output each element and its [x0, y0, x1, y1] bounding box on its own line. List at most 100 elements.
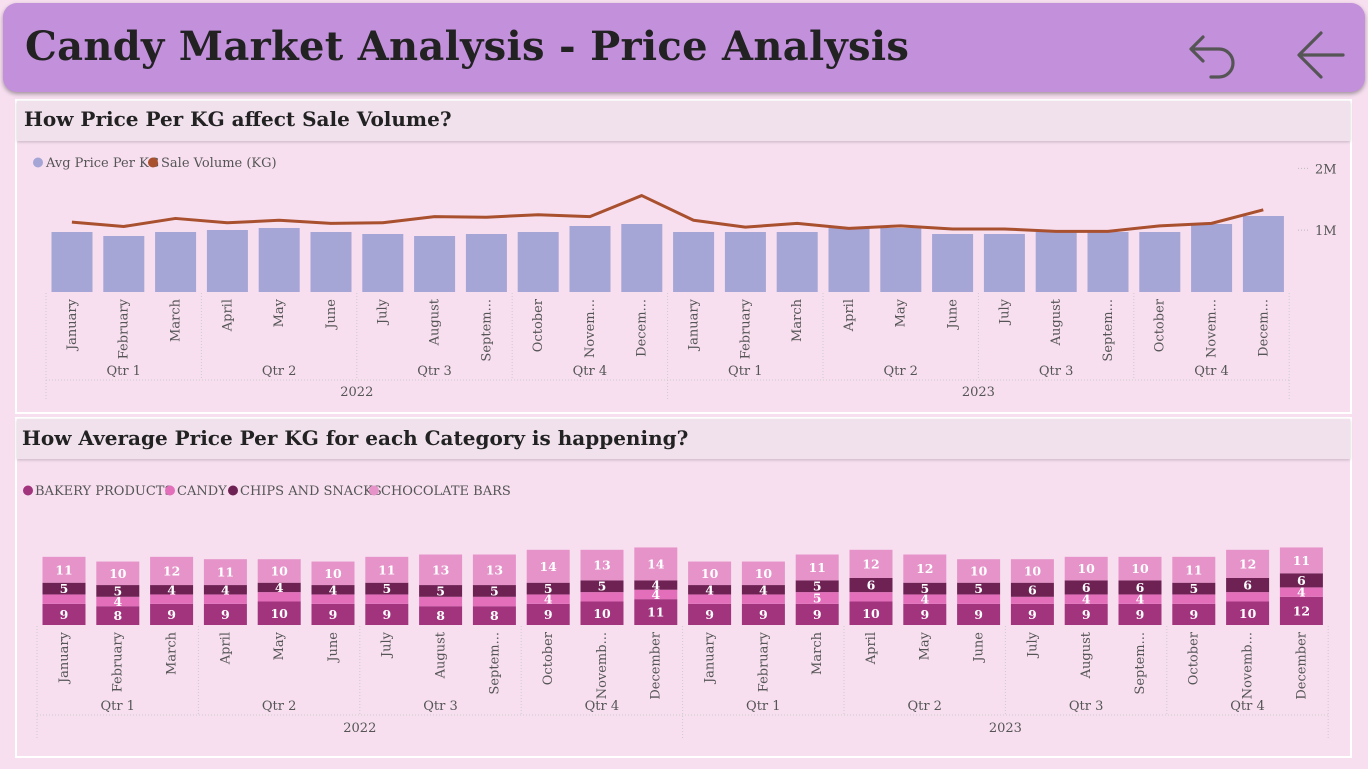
- price-bar: [983, 234, 1025, 292]
- category-bar-segment: [311, 603, 355, 625]
- segment-value-label: 10: [1024, 563, 1042, 578]
- page-header: Candy Market Analysis - Price Analysis: [3, 3, 1365, 92]
- category-bar-segment: [1010, 603, 1054, 625]
- month-tick-label: October: [1187, 631, 1202, 685]
- quarter-label: Qtr 4: [585, 699, 620, 714]
- segment-value-label: 4: [705, 582, 714, 597]
- month-tick-label: December: [1294, 631, 1309, 699]
- month-tick-label: June: [324, 299, 339, 331]
- month-tick-label: January: [687, 298, 702, 352]
- month-tick-label: Novemb...: [1241, 632, 1256, 699]
- month-tick-label: August: [434, 631, 449, 679]
- month-tick-label: August: [1079, 631, 1094, 679]
- category-bar-segment: [580, 592, 624, 602]
- month-tick-label: May: [272, 631, 287, 660]
- month-tick-label: July: [997, 298, 1012, 326]
- month-tick-label: Septem...: [487, 632, 502, 695]
- price-bar: [673, 232, 715, 292]
- month-tick-label: July: [380, 631, 395, 659]
- segment-value-label: 12: [1239, 556, 1256, 571]
- month-tick-label: May: [894, 298, 909, 327]
- segment-value-label: 4: [1136, 592, 1145, 607]
- month-tick-label: June: [972, 632, 987, 664]
- category-bar-segment: [634, 547, 678, 581]
- category-bar-segment: [96, 606, 140, 625]
- segment-value-label: 10: [755, 566, 773, 581]
- legend-marker: [33, 157, 43, 168]
- category-bar-segment: [365, 556, 409, 583]
- segment-value-label: 8: [436, 608, 445, 623]
- left-arrow-icon[interactable]: [1293, 27, 1349, 85]
- segment-value-label: 10: [270, 563, 288, 578]
- category-bar-segment: [257, 601, 301, 625]
- category-bar-segment: [688, 603, 732, 625]
- segment-value-label: 4: [329, 582, 338, 597]
- month-tick-label: April: [220, 299, 235, 332]
- segment-value-label: 12: [916, 561, 933, 576]
- price-bar: [932, 234, 974, 292]
- price-bar: [465, 234, 507, 292]
- month-tick-label: February: [117, 298, 132, 359]
- undo-arrow-icon[interactable]: [1183, 27, 1239, 85]
- category-bar-segment: [580, 601, 624, 625]
- category-bar-segment: [365, 603, 409, 625]
- price-bar: [1035, 232, 1077, 292]
- segment-value-label: 11: [378, 562, 395, 577]
- quarter-label: Qtr 4: [1194, 364, 1229, 379]
- month-tick-label: May: [272, 298, 287, 327]
- category-bar-segment: [1118, 580, 1162, 595]
- segment-value-label: 9: [1028, 607, 1037, 622]
- month-tick-label: March: [790, 298, 805, 342]
- month-tick-label: October: [531, 298, 546, 352]
- price-volume-title-bar: [17, 101, 1350, 141]
- category-bar-segment: [526, 603, 570, 625]
- segment-value-label: 9: [1136, 607, 1145, 622]
- category-bar-segment: [903, 594, 947, 604]
- segment-value-label: 9: [920, 607, 929, 622]
- quarter-label: Qtr 1: [100, 699, 135, 714]
- segment-value-label: 12: [862, 556, 879, 571]
- quarter-label: Qtr 2: [883, 364, 918, 379]
- price-bar: [1191, 224, 1233, 292]
- category-bar-segment: [257, 592, 301, 602]
- legend-marker: [148, 157, 158, 168]
- segment-value-label: 10: [970, 563, 988, 578]
- category-bar-segment: [1118, 556, 1162, 581]
- segment-value-label: 11: [55, 562, 72, 577]
- segment-value-label: 5: [113, 583, 122, 598]
- month-tick-label: Novem...: [583, 299, 598, 358]
- page-title: Candy Market Analysis - Price Analysis: [25, 23, 910, 70]
- segment-value-label: 9: [1189, 607, 1198, 622]
- price-bar: [621, 224, 663, 292]
- month-tick-label: Septem...: [479, 299, 494, 362]
- quarter-label: Qtr 3: [423, 699, 458, 714]
- quarter-label: Qtr 3: [1069, 699, 1104, 714]
- month-tick-label: Decem...: [1256, 299, 1271, 357]
- category-bar-segment: [203, 603, 247, 625]
- segment-value-label: 10: [1077, 561, 1095, 576]
- segment-value-label: 14: [647, 556, 665, 571]
- segment-value-label: 9: [60, 607, 69, 622]
- sale-volume-line: [71, 194, 1264, 233]
- price-volume-panel: [15, 99, 1352, 414]
- category-price-title-bar: [17, 419, 1350, 459]
- category-bar-segment: [580, 580, 624, 593]
- category-bar-segment: [1279, 573, 1323, 588]
- category-bar-segment: [311, 585, 355, 595]
- category-bar-segment: [472, 554, 516, 586]
- month-tick-label: Septem...: [1133, 632, 1148, 695]
- month-tick-label: Decem...: [635, 299, 650, 357]
- price-bar: [103, 236, 145, 292]
- category-bar-segment: [1064, 594, 1108, 604]
- month-tick-label: February: [756, 631, 771, 692]
- category-bar-segment: [634, 599, 678, 625]
- price-volume-chart-title: How Price Per KG affect Sale Volume?: [24, 107, 452, 131]
- price-bar: [414, 236, 456, 292]
- category-bar-segment: [1279, 547, 1323, 574]
- segment-value-label: 9: [813, 607, 822, 622]
- category-bar-segment: [419, 554, 463, 586]
- category-bar-segment: [849, 592, 893, 602]
- category-bar-segment: [311, 561, 355, 586]
- month-tick-label: February: [111, 631, 126, 692]
- month-tick-label: Novem...: [1205, 299, 1220, 358]
